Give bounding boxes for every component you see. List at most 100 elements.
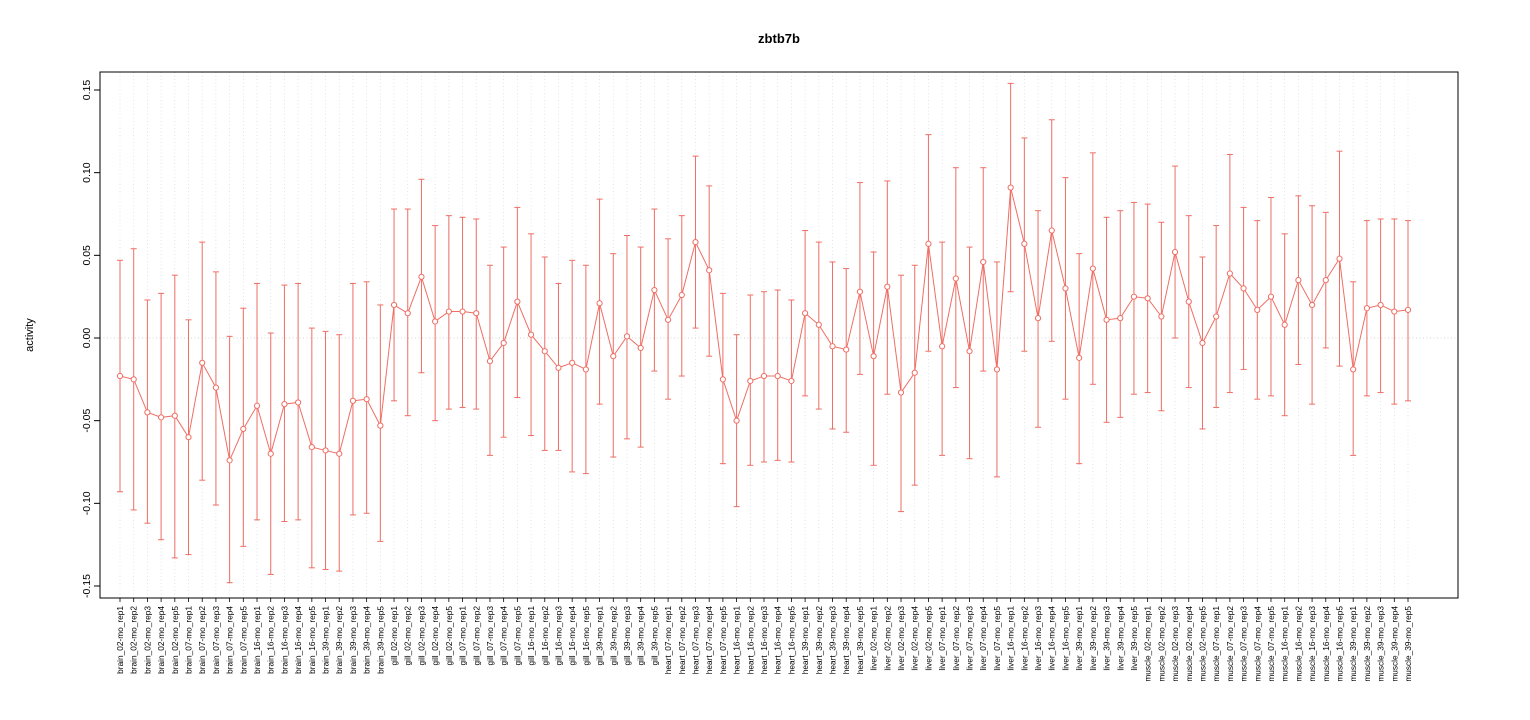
svg-text:liver_07-mo_rep5: liver_07-mo_rep5 [992,606,1002,671]
svg-text:gill_39-mo_rep2: gill_39-mo_rep2 [608,606,618,666]
svg-text:liver_02-mo_rep1: liver_02-mo_rep1 [869,606,879,671]
svg-text:brain_16-mo_rep1: brain_16-mo_rep1 [252,606,262,674]
svg-text:muscle_16-mo_rep4: muscle_16-mo_rep4 [1321,606,1331,682]
svg-text:liver_39-mo_rep1: liver_39-mo_rep1 [1074,606,1084,671]
svg-text:muscle_02-mo_rep5: muscle_02-mo_rep5 [1197,606,1207,682]
svg-text:muscle_07-mo_rep3: muscle_07-mo_rep3 [1239,606,1249,682]
svg-text:brain_39-mo_rep5: brain_39-mo_rep5 [375,606,385,674]
svg-text:gill_16-mo_rep1: gill_16-mo_rep1 [526,606,536,666]
svg-text:gill_02-mo_rep4: gill_02-mo_rep4 [430,606,440,666]
svg-text:liver_07-mo_rep1: liver_07-mo_rep1 [937,606,947,671]
svg-text:liver_39-mo_rep5: liver_39-mo_rep5 [1129,606,1139,671]
svg-text:heart_39-mo_rep4: heart_39-mo_rep4 [841,606,851,675]
svg-text:brain_39-mo_rep4: brain_39-mo_rep4 [362,606,372,674]
svg-text:muscle_16-mo_rep2: muscle_16-mo_rep2 [1293,606,1303,682]
svg-text:0.05: 0.05 [81,245,93,266]
svg-text:gill_39-mo_rep4: gill_39-mo_rep4 [636,606,646,666]
svg-text:liver_02-mo_rep4: liver_02-mo_rep4 [910,606,920,671]
svg-text:gill_39-mo_rep3: gill_39-mo_rep3 [622,606,632,666]
svg-text:gill_39-mo_rep5: gill_39-mo_rep5 [649,606,659,666]
svg-text:gill_07-mo_rep4: gill_07-mo_rep4 [499,606,509,666]
svg-text:gill_02-mo_rep1: gill_02-mo_rep1 [389,606,399,666]
svg-text:heart_16-mo_rep1: heart_16-mo_rep1 [732,606,742,675]
svg-text:liver_02-mo_rep5: liver_02-mo_rep5 [923,606,933,671]
svg-text:heart_16-mo_rep3: heart_16-mo_rep3 [759,606,769,675]
svg-text:brain_02-mo_rep4: brain_02-mo_rep4 [156,606,166,674]
svg-text:gill_07-mo_rep3: gill_07-mo_rep3 [485,606,495,666]
svg-text:muscle_07-mo_rep2: muscle_07-mo_rep2 [1225,606,1235,682]
svg-text:heart_39-mo_rep2: heart_39-mo_rep2 [814,606,824,675]
svg-text:0.15: 0.15 [81,80,93,101]
svg-text:brain_07-mo_rep1: brain_07-mo_rep1 [184,606,194,674]
svg-text:gill_16-mo_rep2: gill_16-mo_rep2 [540,606,550,666]
svg-text:-0.10: -0.10 [81,491,93,515]
svg-text:brain_39-mo_rep3: brain_39-mo_rep3 [348,606,358,674]
svg-text:heart_16-mo_rep4: heart_16-mo_rep4 [773,606,783,675]
svg-text:brain_16-mo_rep2: brain_16-mo_rep2 [266,606,276,674]
svg-text:0.00: 0.00 [81,328,93,349]
svg-text:gill_07-mo_rep2: gill_07-mo_rep2 [471,606,481,666]
svg-text:heart_39-mo_rep3: heart_39-mo_rep3 [828,606,838,675]
svg-text:gill_07-mo_rep1: gill_07-mo_rep1 [458,606,468,666]
svg-text:heart_07-mo_rep1: heart_07-mo_rep1 [663,606,673,675]
svg-text:liver_07-mo_rep3: liver_07-mo_rep3 [965,606,975,671]
svg-text:-0.15: -0.15 [81,574,93,598]
svg-text:muscle_07-mo_rep5: muscle_07-mo_rep5 [1266,606,1276,682]
svg-text:brain_16-mo_rep5: brain_16-mo_rep5 [307,606,317,674]
svg-text:muscle_02-mo_rep1: muscle_02-mo_rep1 [1143,606,1153,682]
svg-text:heart_39-mo_rep1: heart_39-mo_rep1 [800,606,810,675]
svg-text:brain_07-mo_rep5: brain_07-mo_rep5 [238,606,248,674]
svg-text:liver_02-mo_rep3: liver_02-mo_rep3 [896,606,906,671]
svg-text:gill_02-mo_rep5: gill_02-mo_rep5 [444,606,454,666]
svg-text:brain_02-mo_rep3: brain_02-mo_rep3 [142,606,152,674]
svg-text:brain_39-mo_rep2: brain_39-mo_rep2 [334,606,344,674]
svg-text:heart_07-mo_rep3: heart_07-mo_rep3 [690,606,700,675]
svg-text:muscle_39-mo_rep1: muscle_39-mo_rep1 [1348,606,1358,682]
svg-text:gill_16-mo_rep3: gill_16-mo_rep3 [553,606,563,666]
svg-text:muscle_16-mo_rep5: muscle_16-mo_rep5 [1334,606,1344,682]
svg-text:brain_02-mo_rep5: brain_02-mo_rep5 [170,606,180,674]
svg-text:heart_39-mo_rep5: heart_39-mo_rep5 [855,606,865,675]
svg-text:muscle_39-mo_rep5: muscle_39-mo_rep5 [1403,606,1413,682]
svg-text:liver_39-mo_rep4: liver_39-mo_rep4 [1115,606,1125,671]
svg-text:brain_16-mo_rep4: brain_16-mo_rep4 [293,606,303,674]
svg-text:liver_16-mo_rep2: liver_16-mo_rep2 [1019,606,1029,671]
svg-text:brain_39-mo_rep1: brain_39-mo_rep1 [321,606,331,674]
svg-text:gill_02-mo_rep3: gill_02-mo_rep3 [416,606,426,666]
svg-text:liver_07-mo_rep2: liver_07-mo_rep2 [951,606,961,671]
svg-text:liver_16-mo_rep5: liver_16-mo_rep5 [1060,606,1070,671]
svg-text:gill_16-mo_rep5: gill_16-mo_rep5 [581,606,591,666]
svg-text:gill_02-mo_rep2: gill_02-mo_rep2 [403,606,413,666]
svg-text:brain_02-mo_rep2: brain_02-mo_rep2 [129,606,139,674]
svg-text:muscle_02-mo_rep3: muscle_02-mo_rep3 [1170,606,1180,682]
svg-text:gill_07-mo_rep5: gill_07-mo_rep5 [512,606,522,666]
svg-text:muscle_07-mo_rep4: muscle_07-mo_rep4 [1252,606,1262,682]
svg-text:muscle_39-mo_rep2: muscle_39-mo_rep2 [1362,606,1372,682]
svg-text:liver_16-mo_rep4: liver_16-mo_rep4 [1047,606,1057,671]
svg-text:muscle_16-mo_rep3: muscle_16-mo_rep3 [1307,606,1317,682]
svg-text:brain_07-mo_rep4: brain_07-mo_rep4 [225,606,235,674]
svg-text:heart_07-mo_rep4: heart_07-mo_rep4 [704,606,714,675]
svg-text:muscle_02-mo_rep4: muscle_02-mo_rep4 [1184,606,1194,682]
svg-text:liver_07-mo_rep4: liver_07-mo_rep4 [978,606,988,671]
svg-text:brain_07-mo_rep3: brain_07-mo_rep3 [211,606,221,674]
svg-text:brain_07-mo_rep2: brain_07-mo_rep2 [197,606,207,674]
chart-title: zbtb7b [758,31,800,46]
svg-text:heart_16-mo_rep2: heart_16-mo_rep2 [745,606,755,675]
svg-text:muscle_02-mo_rep2: muscle_02-mo_rep2 [1156,606,1166,682]
svg-text:gill_16-mo_rep4: gill_16-mo_rep4 [567,606,577,666]
svg-text:liver_16-mo_rep1: liver_16-mo_rep1 [1006,606,1016,671]
svg-text:liver_39-mo_rep2: liver_39-mo_rep2 [1088,606,1098,671]
svg-text:muscle_39-mo_rep4: muscle_39-mo_rep4 [1389,606,1399,682]
svg-text:muscle_07-mo_rep1: muscle_07-mo_rep1 [1211,606,1221,682]
svg-text:-0.05: -0.05 [81,409,93,433]
svg-text:liver_39-mo_rep3: liver_39-mo_rep3 [1102,606,1112,671]
svg-text:liver_02-mo_rep2: liver_02-mo_rep2 [882,606,892,671]
svg-text:brain_16-mo_rep3: brain_16-mo_rep3 [279,606,289,674]
svg-text:brain_02-mo_rep1: brain_02-mo_rep1 [115,606,125,674]
svg-text:heart_07-mo_rep5: heart_07-mo_rep5 [718,606,728,675]
svg-text:heart_07-mo_rep2: heart_07-mo_rep2 [677,606,687,675]
svg-text:muscle_16-mo_rep1: muscle_16-mo_rep1 [1280,606,1290,682]
